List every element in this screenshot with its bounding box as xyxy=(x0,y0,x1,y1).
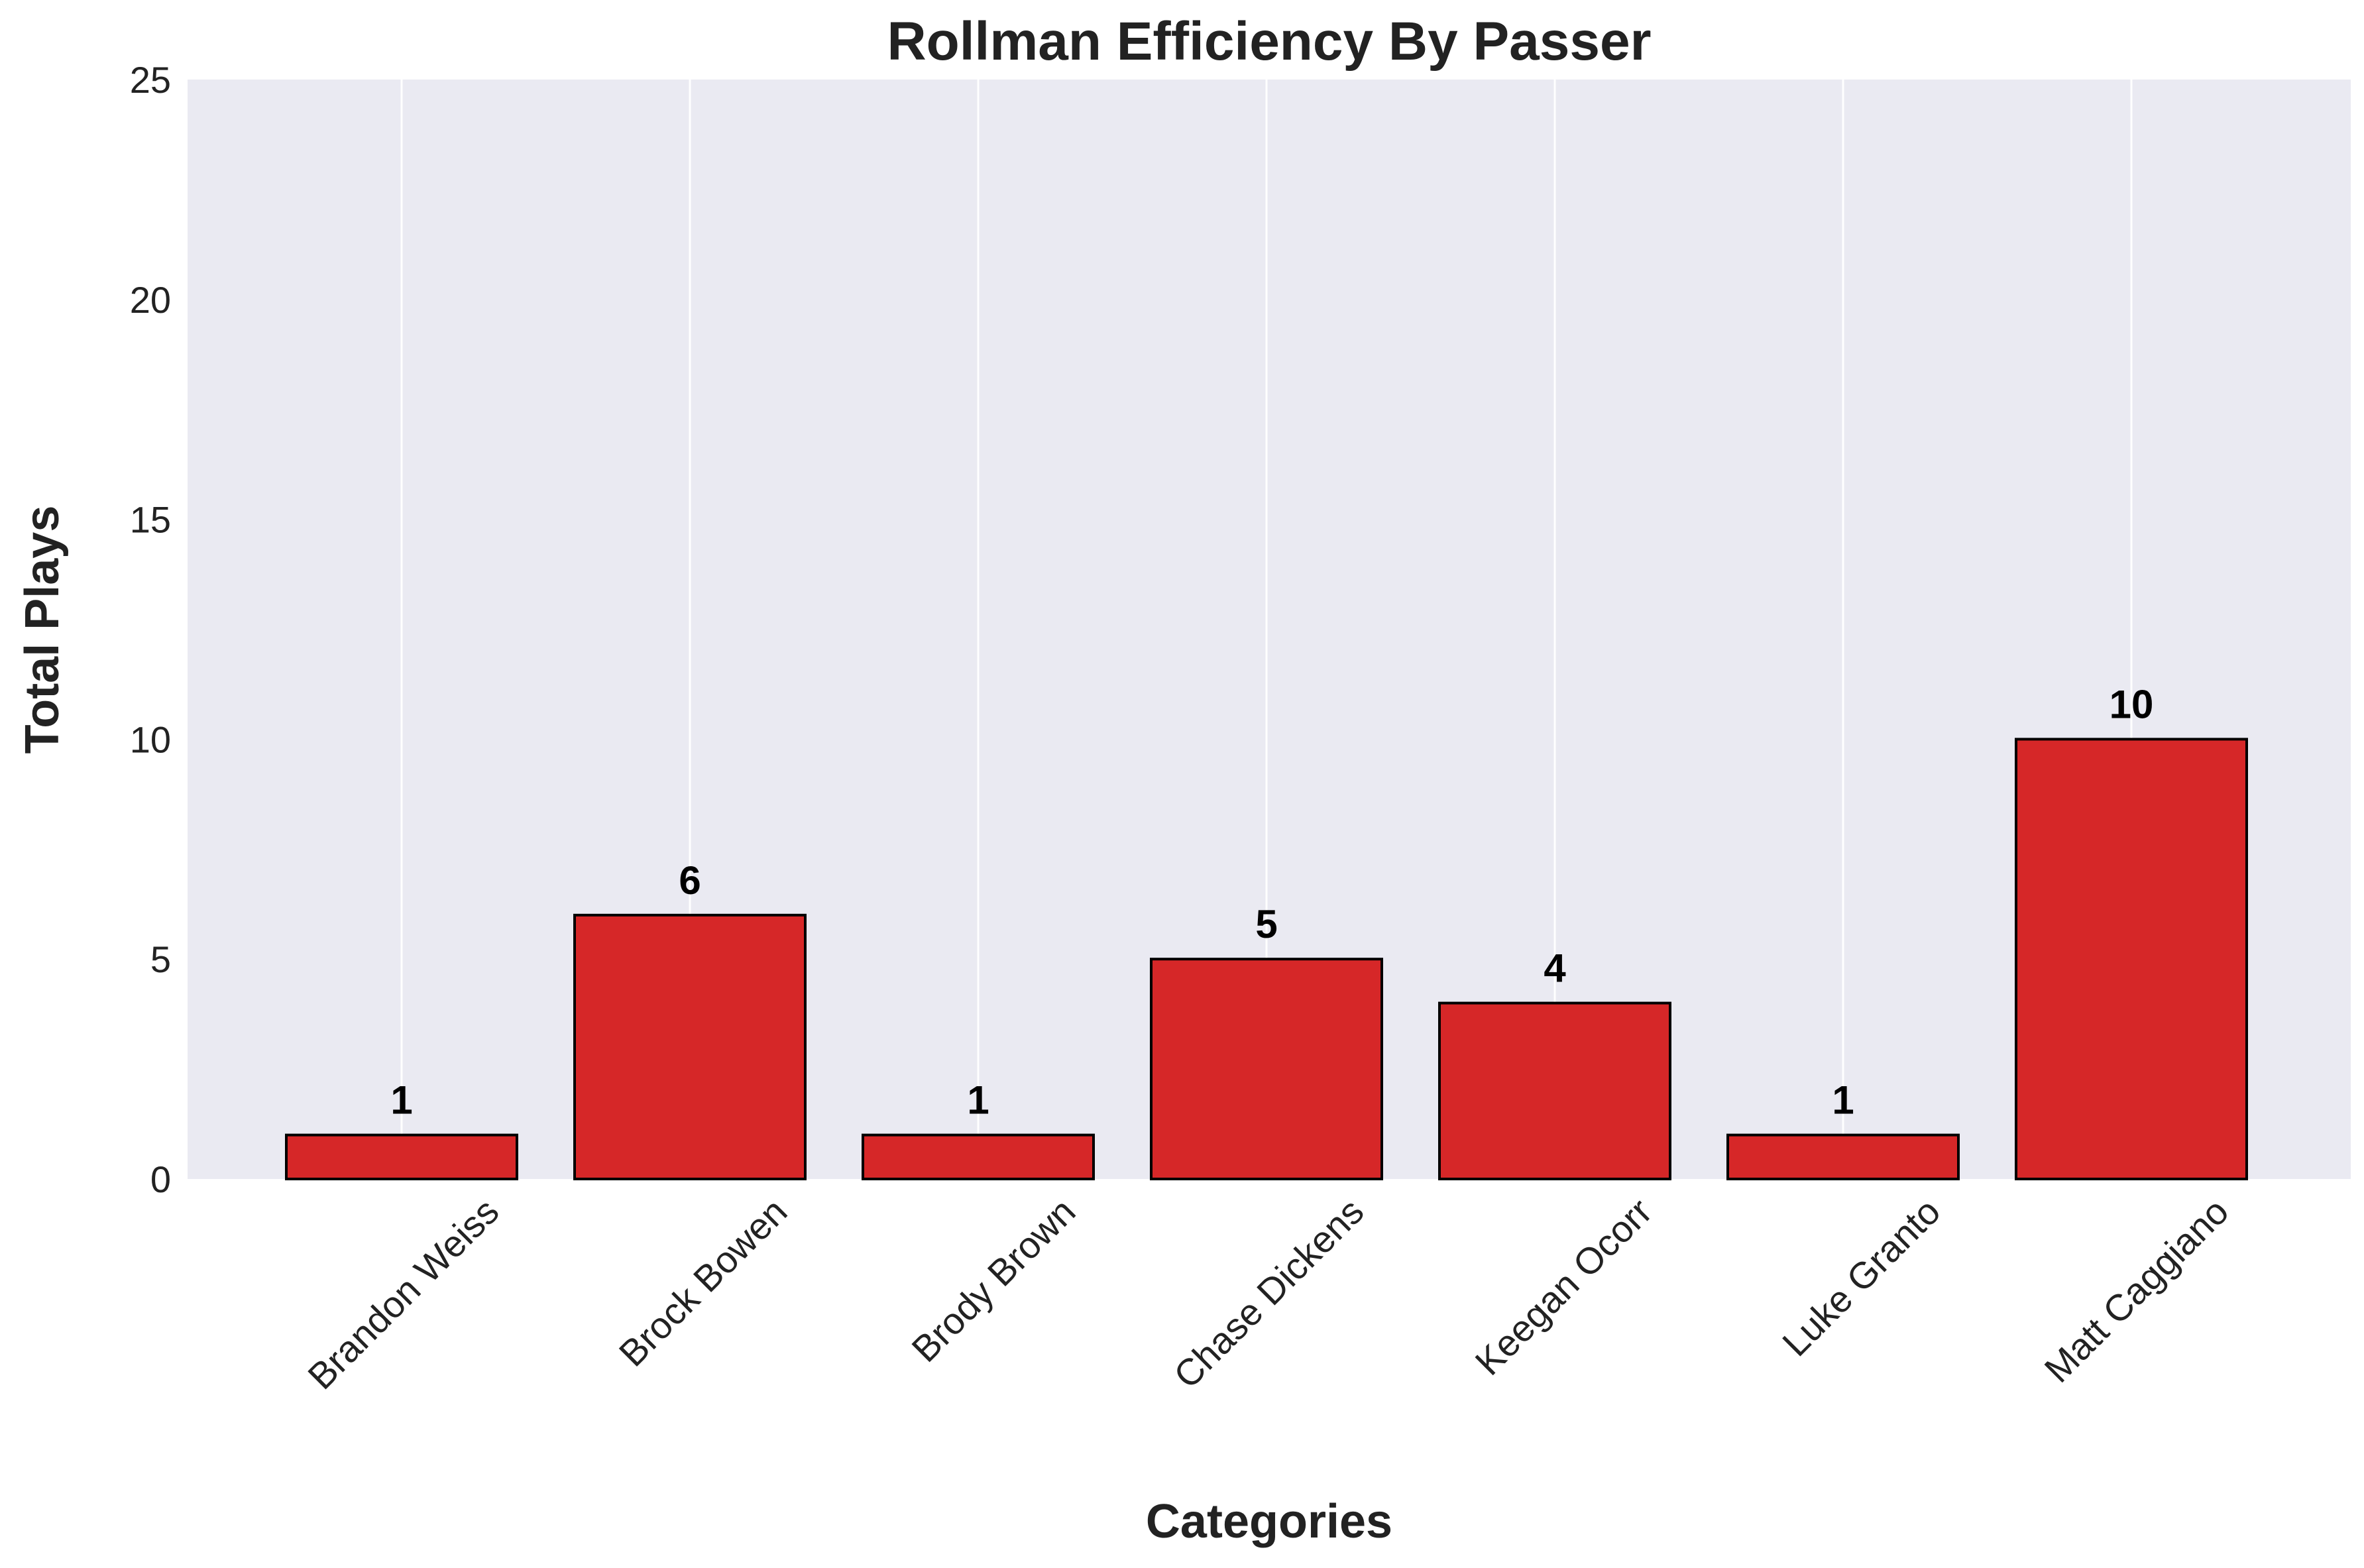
bar xyxy=(862,1133,1095,1181)
x-tick-label: Brandon Weiss xyxy=(300,1190,506,1397)
bar xyxy=(573,913,807,1180)
x-tick-label: Brody Brown xyxy=(903,1190,1083,1370)
bar-value-label: 10 xyxy=(2110,682,2154,726)
bars xyxy=(285,738,2248,1181)
y-tick-label: 0 xyxy=(150,1158,171,1200)
bar-value-label: 6 xyxy=(679,858,701,903)
x-tick-label: Luke Granto xyxy=(1774,1190,1948,1364)
x-tick-label: Matt Caggiano xyxy=(2036,1190,2236,1390)
x-tick-labels: Brandon Weiss Brock Bowen Brody Brown Chase… xyxy=(300,1190,2236,1397)
data-labels: 1 6 1 5 4 1 10 xyxy=(390,682,2153,1122)
bar-value-label: 1 xyxy=(390,1078,412,1123)
bar xyxy=(285,1133,518,1181)
y-tick-label: 10 xyxy=(130,718,171,760)
bar-value-label: 1 xyxy=(1832,1078,1854,1123)
bar-value-label: 5 xyxy=(1255,902,1277,946)
bar-value-label: 4 xyxy=(1544,946,1566,991)
chart-title: Rollman Efficiency By Passer xyxy=(887,11,1651,72)
bar xyxy=(1438,1001,1671,1181)
bar xyxy=(1726,1133,1960,1181)
x-tick-label: Keegan Ocorr xyxy=(1467,1190,1660,1383)
bar-value-label: 1 xyxy=(967,1078,989,1123)
x-tick-label: Brock Bowen xyxy=(611,1190,795,1374)
y-tick-label: 20 xyxy=(130,279,171,321)
y-tick-label: 25 xyxy=(130,59,171,101)
y-axis-label: Total Plays xyxy=(16,506,69,754)
x-tick-label: Chase Dickens xyxy=(1166,1190,1372,1396)
bar xyxy=(2015,738,2248,1180)
bar xyxy=(1150,958,1383,1180)
y-tick-labels: 0 5 10 15 20 25 xyxy=(130,59,171,1200)
y-tick-label: 15 xyxy=(130,499,171,541)
x-axis-label: Categories xyxy=(1146,1495,1392,1548)
y-tick-label: 5 xyxy=(150,938,171,980)
